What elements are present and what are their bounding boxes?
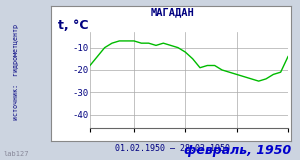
Text: МАГАДАН: МАГАДАН bbox=[151, 7, 194, 17]
Text: t, °C: t, °C bbox=[58, 19, 89, 32]
Text: источник:  гидрометцентр: источник: гидрометцентр bbox=[14, 24, 20, 120]
Text: 01.02.1950 – 28.02.1950: 01.02.1950 – 28.02.1950 bbox=[115, 144, 230, 153]
Text: февраль, 1950: февраль, 1950 bbox=[184, 144, 291, 157]
Text: lab127: lab127 bbox=[3, 151, 29, 157]
